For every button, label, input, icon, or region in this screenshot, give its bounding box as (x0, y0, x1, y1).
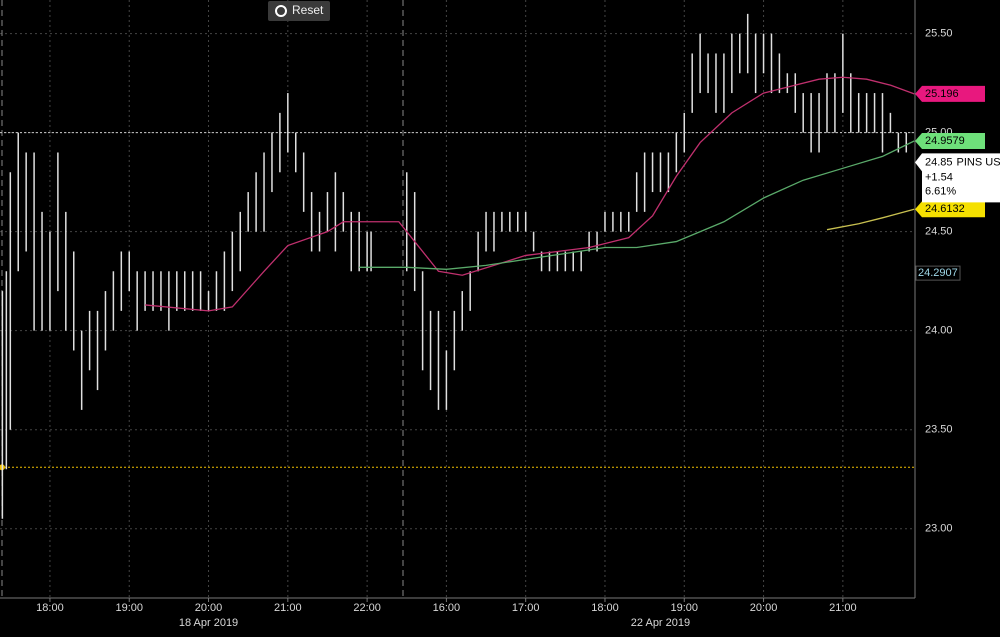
reset-button[interactable]: Reset (268, 1, 330, 21)
reset-icon (275, 5, 287, 17)
moving-average (826, 208, 915, 231)
last-price-tag (915, 153, 1000, 203)
value-tag (915, 265, 961, 281)
x-tick-label: 18:00 (591, 602, 619, 614)
x-tick-label: 22:00 (353, 602, 381, 614)
x-tick-label: 21:00 (274, 602, 302, 614)
x-tick-label: 17:00 (512, 602, 540, 614)
moving-average (359, 140, 915, 270)
last-price: 24.85 (925, 156, 953, 168)
y-tick-label: 24.00 (925, 325, 953, 337)
value-tag-label: 24.6132 (925, 203, 965, 215)
ticker: PINS US (957, 156, 1000, 168)
value-tag-label: 24.9579 (925, 135, 965, 147)
x-tick-label: 21:00 (829, 602, 857, 614)
change-pct: 6.61% (925, 185, 956, 197)
value-tag (915, 85, 985, 102)
y-tick-label: 24.50 (925, 226, 953, 238)
moving-average (145, 76, 915, 312)
x-tick-label: 19:00 (115, 602, 143, 614)
y-tick-label: 25.50 (925, 28, 953, 40)
date-label: 18 Apr 2019 (179, 617, 238, 629)
value-tag-label: 25.196 (925, 88, 959, 100)
change: +1.54 (925, 171, 953, 183)
y-tick-label: 23.50 (925, 424, 953, 436)
reset-label: Reset (292, 3, 324, 17)
y-tick-label: 23.00 (925, 523, 953, 535)
last-price-label: 24.85 PINS US (925, 156, 1000, 168)
x-tick-label: 19:00 (671, 602, 699, 614)
x-tick-label: 16:00 (433, 602, 461, 614)
value-tag (915, 133, 985, 150)
x-tick-label: 18:00 (36, 602, 64, 614)
x-tick-label: 20:00 (750, 602, 778, 614)
x-tick-label: 20:00 (195, 602, 223, 614)
value-tag-label: 24.2907 (918, 267, 958, 279)
value-tag (915, 201, 985, 218)
date-label: 22 Apr 2019 (631, 617, 690, 629)
